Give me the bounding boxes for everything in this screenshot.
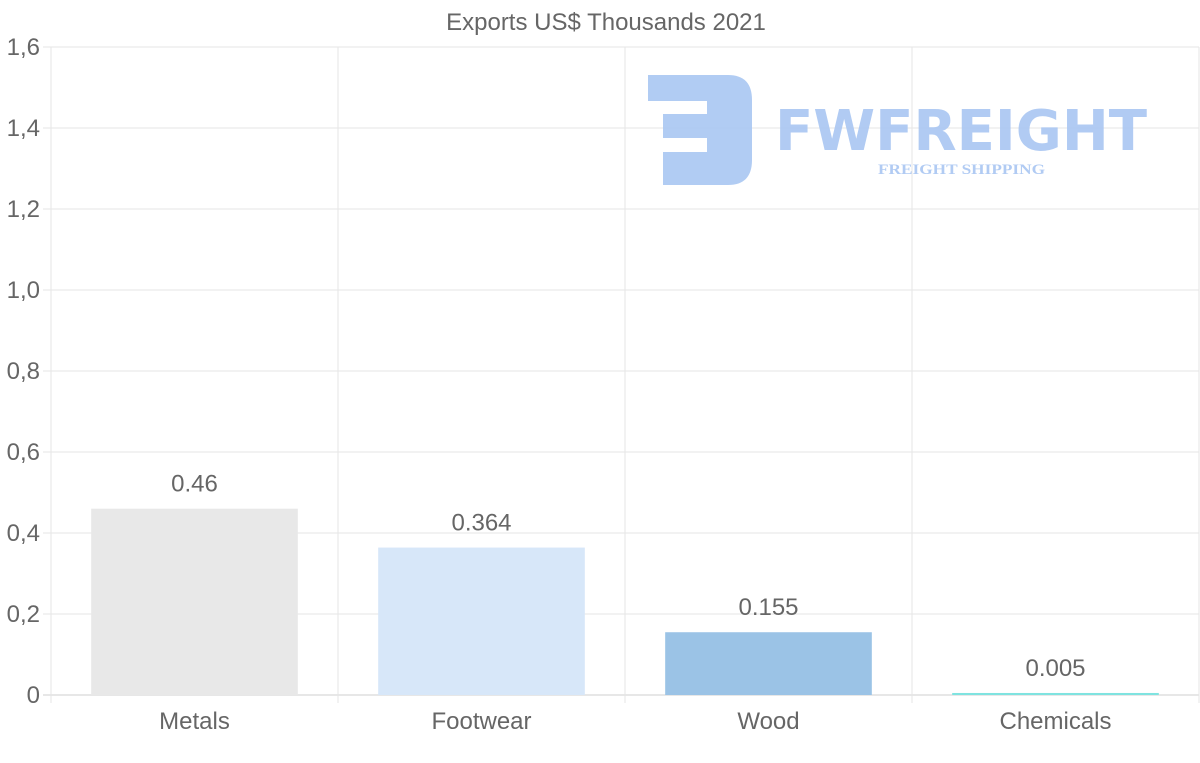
grid xyxy=(43,46,1200,703)
logo-mark-icon xyxy=(648,75,752,185)
y-tick-label: 0,6 xyxy=(7,439,40,466)
logo-brand-text: FWFREIGHT xyxy=(775,99,1147,164)
y-tick-label: 1,0 xyxy=(7,277,40,304)
y-tick-label: 1,6 xyxy=(7,34,40,61)
chart-title: Exports US$ Thousands 2021 xyxy=(446,9,766,36)
x-tick-label: Metals xyxy=(159,708,230,735)
bar-footwear[interactable] xyxy=(378,547,585,695)
logo-tagline-text: FREIGHT SHIPPING xyxy=(878,162,1045,178)
y-tick-label: 0,8 xyxy=(7,358,40,385)
bar-wood[interactable] xyxy=(665,632,872,695)
bar-metals[interactable] xyxy=(91,508,298,695)
axes: 0 0,2 0,4 0,6 0,8 1,0 1,2 1,4 1,6 Metals Footwear W… xyxy=(7,34,1112,735)
y-tick-label: 0,4 xyxy=(7,520,40,547)
bar-value-label: 0.364 xyxy=(451,510,511,537)
bar-chemicals[interactable] xyxy=(952,692,1159,695)
y-tick-label: 0 xyxy=(27,682,40,709)
x-tick-label: Chemicals xyxy=(999,708,1111,735)
bars: 0.46 0.364 0.155 0.005 xyxy=(91,471,1159,695)
bar-value-label: 0.155 xyxy=(738,594,798,621)
bar-value-label: 0.46 xyxy=(171,471,218,498)
bar-value-label: 0.005 xyxy=(1025,655,1085,682)
y-tick-label: 1,4 xyxy=(7,115,40,142)
y-tick-label: 0,2 xyxy=(7,601,40,628)
x-tick-label: Footwear xyxy=(431,708,531,735)
x-tick-label: Wood xyxy=(737,708,799,735)
fwfreight-logo-watermark: FWFREIGHT FREIGHT SHIPPING xyxy=(648,75,1147,185)
y-tick-label: 1,2 xyxy=(7,196,40,223)
